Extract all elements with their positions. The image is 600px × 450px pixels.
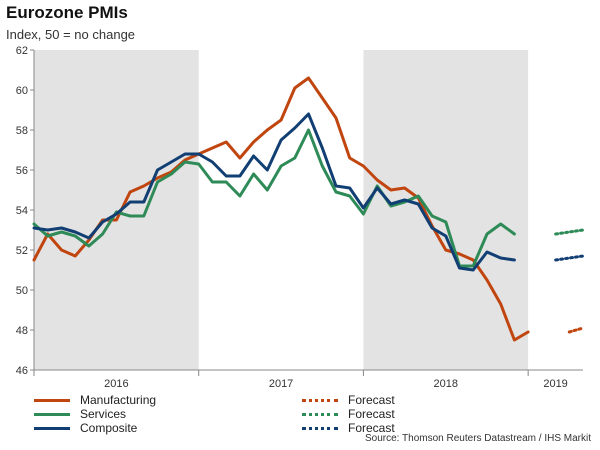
x-tick-label-2019: 2019 [543, 378, 567, 390]
legend-swatch-manufacturing [34, 398, 70, 402]
x-tick-label-2016: 2016 [104, 378, 128, 390]
y-tick-label-56: 56 [16, 165, 28, 177]
legend-label-forecast-services: Forecast [348, 407, 395, 421]
legend-label-forecast-composite: Forecast [348, 421, 395, 435]
shaded-band-2018 [363, 50, 529, 370]
forecast-line-manufacturing [567, 326, 585, 334]
legend-swatch-services [34, 412, 70, 416]
y-tick-label-50: 50 [16, 285, 28, 297]
y-tick-label-54: 54 [16, 205, 28, 217]
legend-label-forecast-manufacturing: Forecast [348, 393, 395, 407]
legend-item-forecast-composite: Forecast [302, 421, 395, 435]
legend-swatch-forecast-composite [302, 426, 338, 430]
legend-item-composite: Composite [34, 421, 137, 435]
legend-swatch-forecast-services [302, 412, 338, 416]
legend-item-forecast-services: Forecast [302, 407, 395, 421]
y-tick-label-58: 58 [16, 125, 28, 137]
y-tick-label-46: 46 [16, 365, 28, 377]
forecast-line-composite [554, 254, 585, 262]
legend-swatch-forecast-manufacturing [302, 398, 338, 402]
series-line-composite [32, 112, 516, 272]
forecast-line-services [554, 228, 585, 236]
chart-title: Eurozone PMIs [6, 3, 128, 22]
x-tick-label-2018: 2018 [434, 378, 458, 390]
legend-item-services: Services [34, 407, 126, 421]
legend-label-manufacturing: Manufacturing [80, 393, 157, 407]
source-note: Source: Thomson Reuters Datastream / IHS… [364, 433, 591, 444]
series-line-manufacturing [32, 76, 530, 342]
chart-subtitle: Index, 50 = no change [6, 27, 136, 42]
legend-item-forecast-manufacturing: Forecast [302, 393, 395, 407]
y-tick-label-60: 60 [16, 85, 28, 97]
y-tick-label-62: 62 [16, 45, 28, 57]
legend-item-manufacturing: Manufacturing [34, 393, 156, 407]
legend-swatch-composite [34, 426, 70, 430]
legend-label-services: Services [80, 407, 127, 421]
x-tick-label-2017: 2017 [269, 378, 293, 390]
legend-label-composite: Composite [80, 421, 138, 435]
y-tick-label-48: 48 [16, 325, 28, 337]
y-tick-label-52: 52 [16, 245, 28, 257]
shaded-band-2016 [34, 50, 199, 370]
